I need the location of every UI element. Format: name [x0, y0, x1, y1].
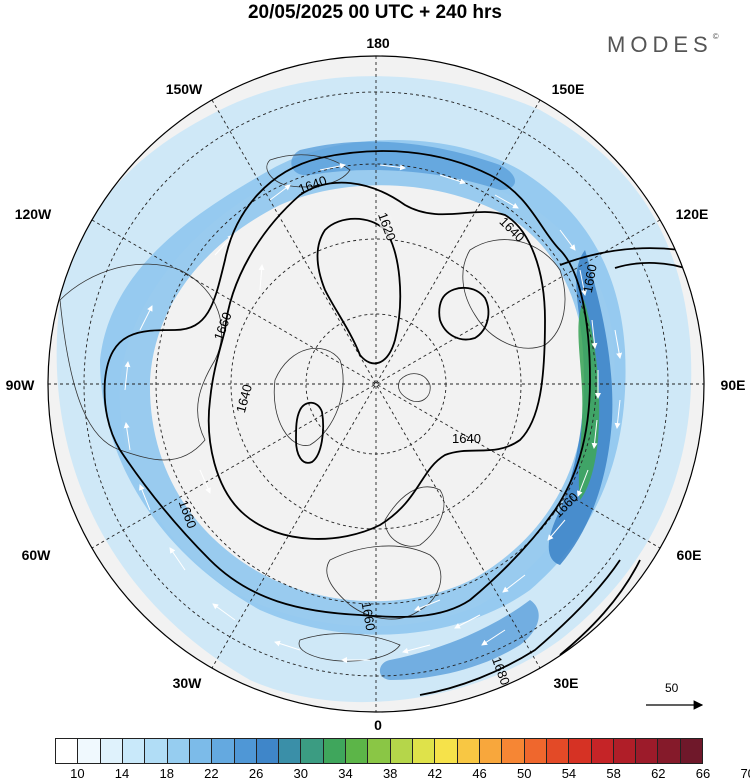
coastline-north-america	[59, 263, 222, 461]
wind-shading-south-jet	[379, 600, 539, 680]
colorbar-swatch	[100, 739, 123, 763]
contour-1640-inner-east	[438, 286, 490, 341]
colorbar-swatch	[122, 739, 146, 763]
coastline-greenland	[273, 347, 344, 446]
colorbar-swatch	[569, 739, 592, 763]
colorbar-tick-label: 34	[338, 766, 353, 781]
colorbar-swatch	[346, 739, 369, 763]
colorbar-swatch	[435, 739, 458, 763]
brand-logo: MODES©	[607, 32, 719, 58]
colorbar-swatch	[390, 739, 413, 763]
lon-label-60e: 60E	[677, 547, 702, 563]
colorbar-tick-label: 66	[695, 766, 711, 781]
lon-label-180: 180	[366, 35, 390, 51]
colorbar-labels: 10 14 18 22 26 30 34 38 42 46 50 54 58 62 66 70	[55, 766, 750, 782]
colorbar-tick-label: 18	[159, 766, 174, 781]
colorbar-swatch	[167, 739, 190, 763]
contour-1660-southeast	[559, 247, 681, 656]
lon-label-60w: 60W	[22, 547, 52, 563]
colorbar-swatch	[212, 739, 235, 763]
colorbar-tick-label: 46	[472, 766, 487, 781]
contour-label-1640-east: 1640	[452, 431, 481, 446]
colorbar-tick-label: 54	[561, 766, 577, 781]
coastline-scandinavia	[384, 486, 445, 547]
wind-shading-jet-core	[548, 250, 613, 565]
contour-label-1660-east: 1660	[580, 263, 600, 294]
lon-label-150w: 150W	[166, 81, 203, 97]
colorbar-swatch	[189, 739, 213, 763]
copyright-mark: ©	[712, 32, 719, 41]
colorbar-swatch	[658, 739, 681, 763]
contour-1640-inner-west	[295, 401, 325, 464]
lon-label-90w: 90W	[6, 377, 36, 393]
colorbar-swatch	[256, 739, 280, 763]
colorbar-swatch	[502, 739, 525, 763]
colorbar-swatch	[234, 739, 257, 763]
lon-label-30e: 30E	[554, 675, 579, 691]
colorbar-tick-label: 50	[517, 766, 532, 781]
longitude-labels: 180 0 90W 90E 150W 150E 120W 120E 60W 60…	[6, 35, 746, 733]
brand-name: MODES	[607, 32, 713, 57]
colorbar-swatch	[413, 739, 436, 763]
lon-label-150e: 150E	[552, 81, 585, 97]
map-border	[47, 55, 705, 713]
colorbar-swatch	[591, 739, 614, 763]
colorbar-swatch	[546, 739, 570, 763]
lon-label-90e: 90E	[721, 377, 746, 393]
map-field: 1620 1640 1640 1640 1640 1660 1660 1660 …	[48, 56, 704, 712]
coastline-arctic-islands	[398, 373, 431, 402]
coastline-europe	[326, 545, 442, 620]
colorbar-swatch	[524, 739, 547, 763]
map-title: 20/05/2025 00 UTC + 240 hrs	[247, 2, 503, 23]
colorbar-swatch	[145, 739, 168, 763]
colorbar-tick-label: 62	[651, 766, 666, 781]
wind-scale-label: 50	[665, 681, 679, 695]
colorbar-swatch	[78, 739, 101, 763]
contour-1640-main	[207, 181, 546, 540]
colorbar-tick-label: 42	[427, 766, 443, 781]
wind-vectors	[123, 163, 623, 663]
colorbar-swatch	[457, 739, 480, 763]
colorbar-tick-label: 30	[293, 766, 309, 781]
colorbar-tick-label: 38	[382, 766, 398, 781]
height-contours	[103, 150, 691, 696]
colorbar-tick-label: 26	[248, 766, 264, 781]
lon-label-30w: 30W	[173, 675, 203, 691]
colorbar-tick-label: 10	[70, 766, 85, 781]
lon-label-120w: 120W	[15, 206, 52, 222]
colorbar-tick-label: 22	[204, 766, 219, 781]
contour-label-1640-west: 1640	[233, 383, 255, 415]
colorbar-swatch	[323, 739, 347, 763]
colorbar-swatch	[279, 739, 302, 763]
colorbar-swatch	[680, 739, 703, 763]
colorbar-swatch	[301, 739, 324, 763]
colorbar-tick-label: 14	[114, 766, 130, 781]
colorbar-swatch	[613, 739, 637, 763]
colorbar-tick-label: 58	[606, 766, 621, 781]
colorbar-swatch	[636, 739, 659, 763]
lon-label-0: 0	[374, 717, 382, 733]
contour-1660-main	[103, 150, 591, 618]
contour-label-1660-south: 1660	[359, 601, 379, 632]
colorbar-swatch	[479, 739, 503, 763]
colorbar-tick-label: 70	[740, 766, 750, 781]
colorbar-swatch	[368, 739, 391, 763]
coastline-mediterranean	[298, 633, 401, 662]
colorbar	[55, 738, 703, 764]
lon-label-120e: 120E	[676, 206, 709, 222]
colorbar-swatch	[56, 739, 79, 763]
